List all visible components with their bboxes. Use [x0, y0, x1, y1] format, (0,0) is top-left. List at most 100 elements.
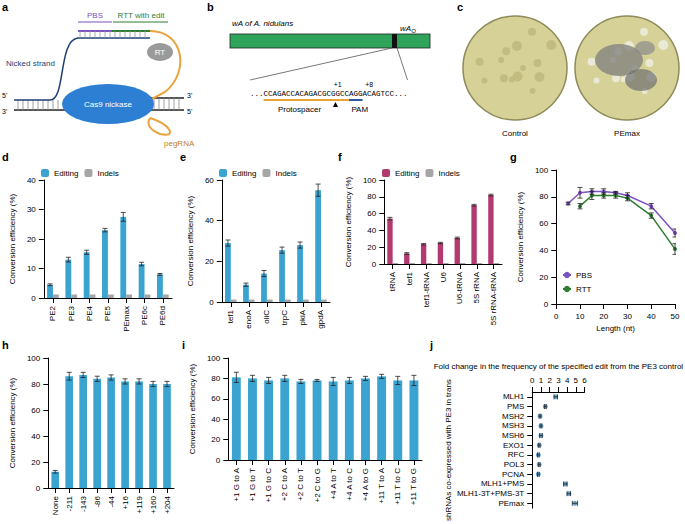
svg-text:f: f [338, 151, 342, 163]
svg-text:pegRNA: pegRNA [164, 139, 195, 148]
svg-text:60: 60 [367, 209, 376, 218]
svg-text:0: 0 [372, 260, 377, 269]
svg-text:0: 0 [216, 456, 221, 465]
svg-text:Conversion efficiency (%): Conversion efficiency (%) [516, 191, 525, 282]
svg-text:Fold change in the frequency o: Fold change in the frequency of the spec… [434, 362, 684, 371]
svg-text:40: 40 [205, 216, 214, 225]
svg-text:5': 5' [187, 108, 192, 115]
svg-text:MLH1+PMS: MLH1+PMS [481, 479, 524, 488]
svg-text:Control: Control [502, 129, 528, 138]
svg-text:60: 60 [31, 406, 40, 415]
svg-text:MLH1: MLH1 [503, 392, 525, 401]
svg-text:2: 2 [547, 376, 552, 385]
svg-text:0: 0 [36, 484, 41, 493]
svg-text:MSH3: MSH3 [502, 421, 525, 430]
svg-text:40: 40 [31, 432, 40, 441]
svg-text:-211: -211 [65, 495, 74, 511]
svg-text:20: 20 [27, 235, 36, 244]
svg-text:+11 T to A: +11 T to A [377, 467, 386, 503]
svg-text:-44: -44 [107, 495, 116, 507]
svg-text:-143: -143 [79, 495, 88, 512]
svg-text:PMS: PMS [507, 402, 524, 411]
svg-text:gpdA: gpdA [316, 309, 325, 328]
svg-text:3': 3' [187, 92, 192, 99]
svg-text:+11 T to G: +11 T to G [409, 468, 418, 505]
svg-text:a: a [2, 1, 9, 13]
svg-text:3': 3' [2, 108, 7, 115]
svg-text:10: 10 [27, 264, 36, 273]
svg-text:RTT: RTT [576, 285, 592, 294]
svg-text:100: 100 [363, 176, 377, 185]
svg-text:PE4: PE4 [85, 305, 94, 321]
svg-text:Indels: Indels [97, 169, 118, 178]
svg-text:Editing: Editing [232, 169, 256, 178]
svg-text:30: 30 [27, 205, 36, 214]
svg-text:20: 20 [539, 273, 548, 282]
svg-text:+4 A to T: +4 A to T [329, 468, 338, 500]
svg-text:PBS: PBS [87, 11, 103, 20]
svg-text:PE6c: PE6c [140, 306, 149, 325]
svg-text:j: j [429, 339, 433, 351]
svg-text:shRNAs co-expressed with PE3 i: shRNAs co-expressed with PE3 in trans [444, 379, 453, 521]
svg-text:+2 C to T: +2 C to T [296, 468, 305, 501]
svg-text:tef1: tef1 [405, 271, 414, 285]
svg-text:PEmax: PEmax [614, 129, 640, 138]
svg-text:80: 80 [539, 192, 548, 201]
svg-text:4: 4 [565, 376, 570, 385]
svg-text:PE2: PE2 [48, 305, 57, 321]
svg-text:80: 80 [31, 380, 40, 389]
svg-text:40: 40 [539, 246, 548, 255]
svg-text:wAO: wAO [400, 24, 416, 34]
svg-text:h: h [2, 339, 9, 351]
svg-text:+1: +1 [334, 81, 342, 88]
svg-text:+160: +160 [149, 495, 158, 514]
svg-text:40: 40 [647, 312, 656, 321]
svg-text:PE3: PE3 [67, 305, 76, 321]
svg-text:Indels: Indels [438, 169, 459, 178]
svg-text:5: 5 [574, 376, 579, 385]
svg-text:RFC: RFC [508, 450, 525, 459]
svg-text:Editing: Editing [395, 169, 419, 178]
svg-text:Indels: Indels [275, 169, 296, 178]
svg-text:60: 60 [211, 394, 220, 403]
svg-text:Nicked strand: Nicked strand [6, 59, 55, 68]
svg-text:POL3: POL3 [504, 460, 525, 469]
svg-text:Cas9 nickase: Cas9 nickase [84, 100, 133, 109]
svg-text:Conversion efficiency (%): Conversion efficiency (%) [8, 193, 17, 284]
svg-text:U6-tRNA: U6-tRNA [455, 271, 464, 304]
svg-text:d: d [2, 151, 9, 163]
svg-text:MSH6: MSH6 [502, 431, 525, 440]
svg-text:80: 80 [211, 374, 220, 383]
svg-text:5': 5' [2, 92, 7, 99]
svg-text:+2 C to G: +2 C to G [313, 468, 322, 502]
svg-text:20: 20 [599, 312, 608, 321]
svg-text:U6: U6 [439, 271, 448, 282]
svg-text:100: 100 [27, 354, 41, 363]
svg-text:oliC: oliC [262, 310, 271, 324]
svg-text:MLH1-3T+PMS-3T: MLH1-3T+PMS-3T [457, 489, 524, 498]
svg-text:+204: +204 [163, 495, 172, 514]
svg-text:0: 0 [530, 376, 535, 385]
svg-text:20: 20 [367, 243, 376, 252]
svg-text:+1 G to A: +1 G to A [232, 467, 241, 501]
svg-text:Conversion efficiency (%): Conversion efficiency (%) [344, 176, 353, 267]
svg-text:pkiA: pkiA [298, 309, 307, 325]
svg-text:Protospacer: Protospacer [278, 105, 321, 114]
svg-text:+11 T to C: +11 T to C [393, 468, 402, 505]
svg-text:+8: +8 [365, 81, 373, 88]
svg-text:80: 80 [367, 192, 376, 201]
svg-text:tef1: tef1 [226, 309, 235, 323]
svg-text:c: c [457, 1, 463, 13]
svg-text:0: 0 [31, 294, 36, 303]
svg-text:20: 20 [211, 435, 220, 444]
svg-text:tef1-tRNA: tef1-tRNA [422, 271, 431, 307]
svg-text:+16: +16 [121, 495, 130, 509]
svg-text:+4 A to C: +4 A to C [345, 468, 354, 501]
svg-text:3: 3 [556, 376, 561, 385]
svg-text:Editing: Editing [54, 169, 78, 178]
svg-text:tRNA: tRNA [388, 271, 397, 291]
svg-text:40: 40 [367, 226, 376, 235]
svg-text:20: 20 [205, 257, 214, 266]
svg-text:60: 60 [539, 219, 548, 228]
svg-text:Conversion efficiency (%): Conversion efficiency (%) [8, 377, 17, 468]
